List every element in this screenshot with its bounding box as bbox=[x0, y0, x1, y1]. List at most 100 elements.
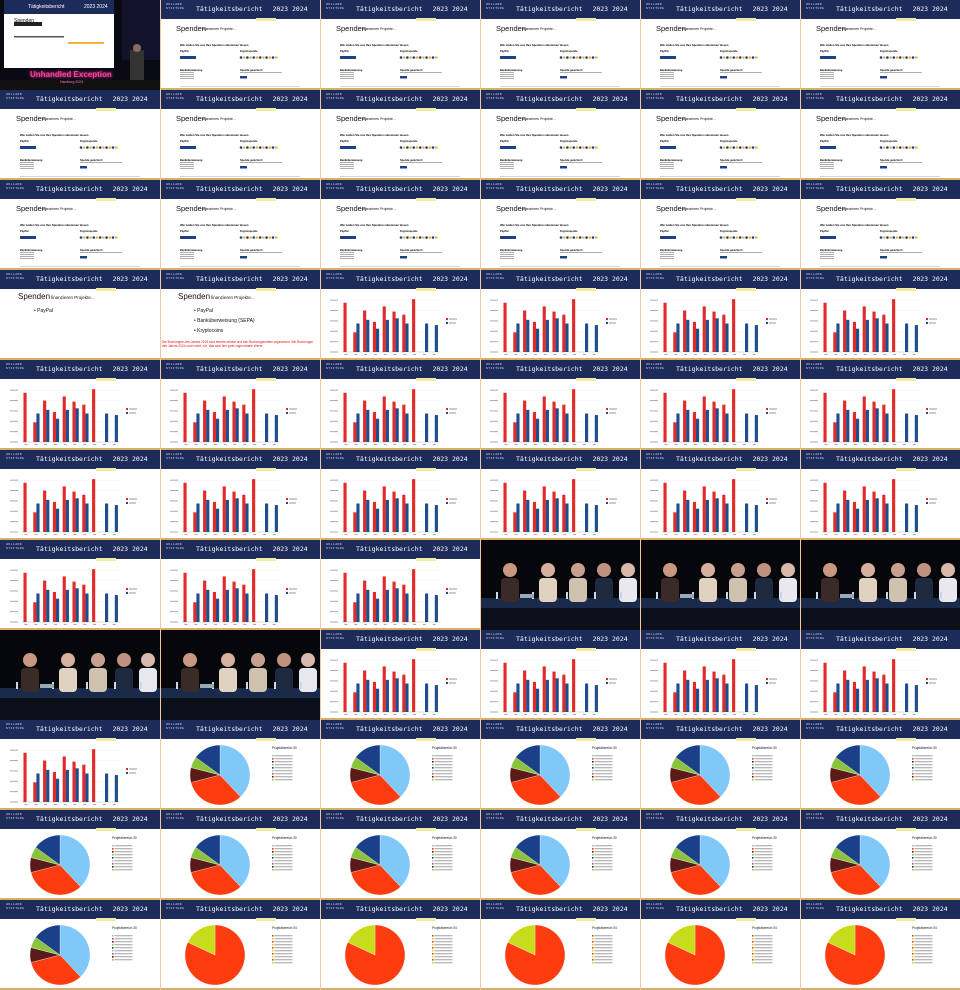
video-thumbnail[interactable]: HOLLAND STIFTUNG Tätigkeitsbericht 2023 2… bbox=[640, 180, 800, 270]
legend-red bbox=[766, 408, 768, 410]
video-thumbnail[interactable]: HOLLAND STIFTUNG Tätigkeitsbericht 2023 2… bbox=[480, 630, 640, 720]
video-thumbnail[interactable]: HOLLAND STIFTUNG Tätigkeitsbericht 2023 2… bbox=[320, 540, 480, 630]
video-thumbnail[interactable]: HOLLAND STIFTUNG Tätigkeitsbericht 2023 2… bbox=[640, 720, 800, 810]
video-thumbnail[interactable]: HOLLAND STIFTUNG Tätigkeitsbericht 2023 2… bbox=[480, 0, 640, 90]
x-tick-label bbox=[194, 444, 198, 445]
video-thumbnail[interactable]: HOLLAND STIFTUNG Tätigkeitsbericht 2023 2… bbox=[480, 810, 640, 900]
video-thumbnail[interactable]: HOLLAND STIFTUNG Tätigkeitsbericht 2023 2… bbox=[0, 180, 160, 270]
report-title: Tätigkeitsbericht bbox=[516, 815, 583, 823]
video-thumbnail[interactable]: HOLLAND STIFTUNG Tätigkeitsbericht 2023 2… bbox=[0, 90, 160, 180]
video-thumbnail[interactable]: HOLLAND STIFTUNG Tätigkeitsbericht 2023 2… bbox=[480, 450, 640, 540]
panelist-head bbox=[941, 563, 955, 577]
video-thumbnail[interactable]: HOLLAND STIFTUNG Tätigkeitsbericht 2023 2… bbox=[320, 900, 480, 990]
video-thumbnail[interactable]: HOLLAND STIFTUNG Tätigkeitsbericht 2023 2… bbox=[320, 90, 480, 180]
video-thumbnail[interactable]: HOLLAND STIFTUNG Tätigkeitsbericht 2023 2… bbox=[0, 810, 160, 900]
legend-red-text bbox=[609, 318, 617, 320]
video-thumbnail[interactable]: HOLLAND STIFTUNG Tätigkeitsbericht 2023 2… bbox=[160, 810, 320, 900]
video-thumbnail[interactable]: HOLLAND STIFTUNG Tätigkeitsbericht 2023 2… bbox=[160, 720, 320, 810]
x-tick-label bbox=[403, 624, 407, 625]
video-thumbnail[interactable]: HOLLAND STIFTUNG Tätigkeitsbericht 2023 2… bbox=[800, 450, 960, 540]
sicher-button bbox=[560, 166, 567, 169]
crypto-coin-icon bbox=[569, 146, 572, 149]
video-thumbnail[interactable] bbox=[800, 540, 960, 630]
video-thumbnail[interactable]: HOLLAND STIFTUNG Tätigkeitsbericht 2023 2… bbox=[800, 0, 960, 90]
video-thumbnail[interactable] bbox=[640, 540, 800, 630]
video-thumbnail[interactable]: HOLLAND STIFTUNG Tätigkeitsbericht 2023 2… bbox=[640, 90, 800, 180]
video-thumbnail[interactable]: HOLLAND STIFTUNG Tätigkeitsbericht 2023 2… bbox=[160, 450, 320, 540]
video-thumbnail[interactable]: HOLLAND STIFTUNG Tätigkeitsbericht 2023 2… bbox=[0, 270, 160, 360]
video-thumbnail[interactable]: HOLLAND STIFTUNG Tätigkeitsbericht 2023 2… bbox=[160, 540, 320, 630]
video-thumbnail[interactable]: HOLLAND STIFTUNG Tätigkeitsbericht 2023 2… bbox=[160, 90, 320, 180]
video-thumbnail[interactable]: HOLLAND STIFTUNG Tätigkeitsbericht 2023 2… bbox=[640, 630, 800, 720]
video-thumbnail[interactable]: HOLLAND STIFTUNG Tätigkeitsbericht 2023 2… bbox=[320, 630, 480, 720]
video-thumbnail[interactable]: HOLLAND STIFTUNG Tätigkeitsbericht 2023 2… bbox=[640, 900, 800, 990]
video-thumbnail[interactable]: HOLLAND STIFTUNG Tätigkeitsbericht 2023 2… bbox=[480, 900, 640, 990]
foundation-logo: HOLLAND STIFTUNG bbox=[166, 453, 185, 460]
video-thumbnail[interactable]: HOLLAND STIFTUNG Tätigkeitsbericht 2023 2… bbox=[160, 270, 320, 360]
video-thumbnail[interactable]: HOLLAND STIFTUNG Tätigkeitsbericht 2023 2… bbox=[800, 360, 960, 450]
video-thumbnail[interactable]: HOLLAND STIFTUNG Tätigkeitsbericht 2023 2… bbox=[0, 720, 160, 810]
spenden-subtitle: finanzieren Projekte... bbox=[202, 27, 236, 31]
x-tick-label bbox=[53, 534, 57, 535]
video-thumbnail[interactable]: HOLLAND STIFTUNG Tätigkeitsbericht 2023 2… bbox=[0, 540, 160, 630]
video-thumbnail[interactable]: HOLLAND STIFTUNG Tätigkeitsbericht 2023 2… bbox=[320, 0, 480, 90]
video-thumbnail[interactable]: HOLLAND STIFTUNG Tätigkeitsbericht 2023 2… bbox=[640, 360, 800, 450]
slide-header: HOLLAND STIFTUNG Tätigkeitsbericht 2023 2… bbox=[160, 0, 320, 21]
video-thumbnail[interactable]: HOLLAND STIFTUNG Tätigkeitsbericht 2023 2… bbox=[800, 900, 960, 990]
video-thumbnail[interactable]: HOLLAND STIFTUNG Tätigkeitsbericht 2023 2… bbox=[800, 90, 960, 180]
video-thumbnail[interactable]: HOLLAND STIFTUNG Tätigkeitsbericht 2023 2… bbox=[320, 180, 480, 270]
slide-header: HOLLAND STIFTUNG Tätigkeitsbericht 2023 2… bbox=[480, 90, 640, 111]
video-thumbnail[interactable]: HOLLAND STIFTUNG Tätigkeitsbericht 2023 2… bbox=[0, 360, 160, 450]
video-thumbnail[interactable]: Unhandled Exception Tätigkeitsbericht 2023… bbox=[0, 0, 160, 90]
video-thumbnail[interactable]: HOLLAND STIFTUNG Tätigkeitsbericht 2023 2… bbox=[160, 180, 320, 270]
video-thumbnail[interactable]: HOLLAND STIFTUNG Tätigkeitsbericht 2023 2… bbox=[320, 450, 480, 540]
crypto-coin-icon bbox=[738, 146, 742, 149]
slide-header: HOLLAND STIFTUNG Tätigkeitsbericht 2023 2… bbox=[0, 180, 160, 201]
video-thumbnail[interactable]: HOLLAND STIFTUNG Tätigkeitsbericht 2023 2… bbox=[0, 450, 160, 540]
video-thumbnail[interactable]: HOLLAND STIFTUNG Tätigkeitsbericht 2023 2… bbox=[800, 180, 960, 270]
y-tick-label bbox=[330, 389, 338, 391]
video-thumbnail[interactable]: HOLLAND STIFTUNG Tätigkeitsbericht 2023 2… bbox=[320, 270, 480, 360]
video-thumbnail[interactable]: HOLLAND STIFTUNG Tätigkeitsbericht 2023 2… bbox=[640, 810, 800, 900]
video-thumbnail[interactable]: HOLLAND STIFTUNG Tätigkeitsbericht 2023 2… bbox=[0, 900, 160, 990]
video-thumbnail[interactable]: HOLLAND STIFTUNG Tätigkeitsbericht 2023 2… bbox=[320, 720, 480, 810]
video-thumbnail[interactable]: HOLLAND STIFTUNG Tätigkeitsbericht 2023 2… bbox=[800, 630, 960, 720]
video-thumbnail[interactable]: HOLLAND STIFTUNG Tätigkeitsbericht 2023 2… bbox=[800, 270, 960, 360]
legend-swatch bbox=[592, 950, 594, 952]
legend-swatch bbox=[752, 935, 754, 937]
year-highlight bbox=[256, 198, 276, 201]
video-thumbnail[interactable]: HOLLAND STIFTUNG Tätigkeitsbericht 2023 2… bbox=[640, 0, 800, 90]
video-thumbnail[interactable]: HOLLAND STIFTUNG Tätigkeitsbericht 2023 2… bbox=[480, 270, 640, 360]
y-tick-label bbox=[490, 341, 498, 343]
legend-swatch bbox=[112, 848, 114, 850]
video-thumbnail[interactable]: HOLLAND STIFTUNG Tätigkeitsbericht 2023 2… bbox=[480, 360, 640, 450]
video-thumbnail[interactable]: HOLLAND STIFTUNG Tätigkeitsbericht 2023 2… bbox=[320, 810, 480, 900]
video-thumbnail[interactable]: HOLLAND STIFTUNG Tätigkeitsbericht 2023 2… bbox=[480, 90, 640, 180]
video-thumbnail[interactable] bbox=[160, 630, 320, 720]
crypto-coin-icon bbox=[268, 56, 272, 59]
laptop bbox=[520, 594, 534, 598]
video-thumbnail[interactable]: HOLLAND STIFTUNG Tätigkeitsbericht 2023 2… bbox=[800, 810, 960, 900]
bar-red bbox=[402, 584, 406, 622]
legend-swatch bbox=[272, 845, 274, 847]
legend-text bbox=[434, 935, 453, 937]
video-thumbnail[interactable] bbox=[480, 540, 640, 630]
video-thumbnail[interactable]: HOLLAND STIFTUNG Tätigkeitsbericht 2023 2… bbox=[480, 720, 640, 810]
video-thumbnail[interactable]: HOLLAND STIFTUNG Tätigkeitsbericht 2023 2… bbox=[160, 360, 320, 450]
video-thumbnail[interactable]: HOLLAND STIFTUNG Tätigkeitsbericht 2023 2… bbox=[640, 450, 800, 540]
video-thumbnail[interactable]: HOLLAND STIFTUNG Tätigkeitsbericht 2023 2… bbox=[480, 180, 640, 270]
video-thumbnail[interactable]: HOLLAND STIFTUNG Tätigkeitsbericht 2023 2… bbox=[800, 720, 960, 810]
legend-swatch bbox=[592, 857, 594, 859]
bar-chart bbox=[170, 389, 297, 445]
video-thumbnail[interactable]: HOLLAND STIFTUNG Tätigkeitsbericht 2023 2… bbox=[640, 270, 800, 360]
y-tick-label bbox=[170, 500, 178, 502]
video-thumbnail[interactable]: HOLLAND STIFTUNG Tätigkeitsbericht 2023 2… bbox=[320, 360, 480, 450]
x-tick-label bbox=[422, 534, 426, 535]
video-thumbnail[interactable]: HOLLAND STIFTUNG Tätigkeitsbericht 2023 2… bbox=[160, 0, 320, 90]
crypto-coin-icon bbox=[268, 236, 272, 239]
crypto-coin-icon bbox=[249, 236, 252, 239]
video-thumbnail[interactable] bbox=[0, 630, 160, 720]
legend-text bbox=[594, 770, 613, 772]
video-thumbnail[interactable]: HOLLAND STIFTUNG Tätigkeitsbericht 2023 2… bbox=[160, 900, 320, 990]
x-tick-label bbox=[233, 534, 237, 535]
